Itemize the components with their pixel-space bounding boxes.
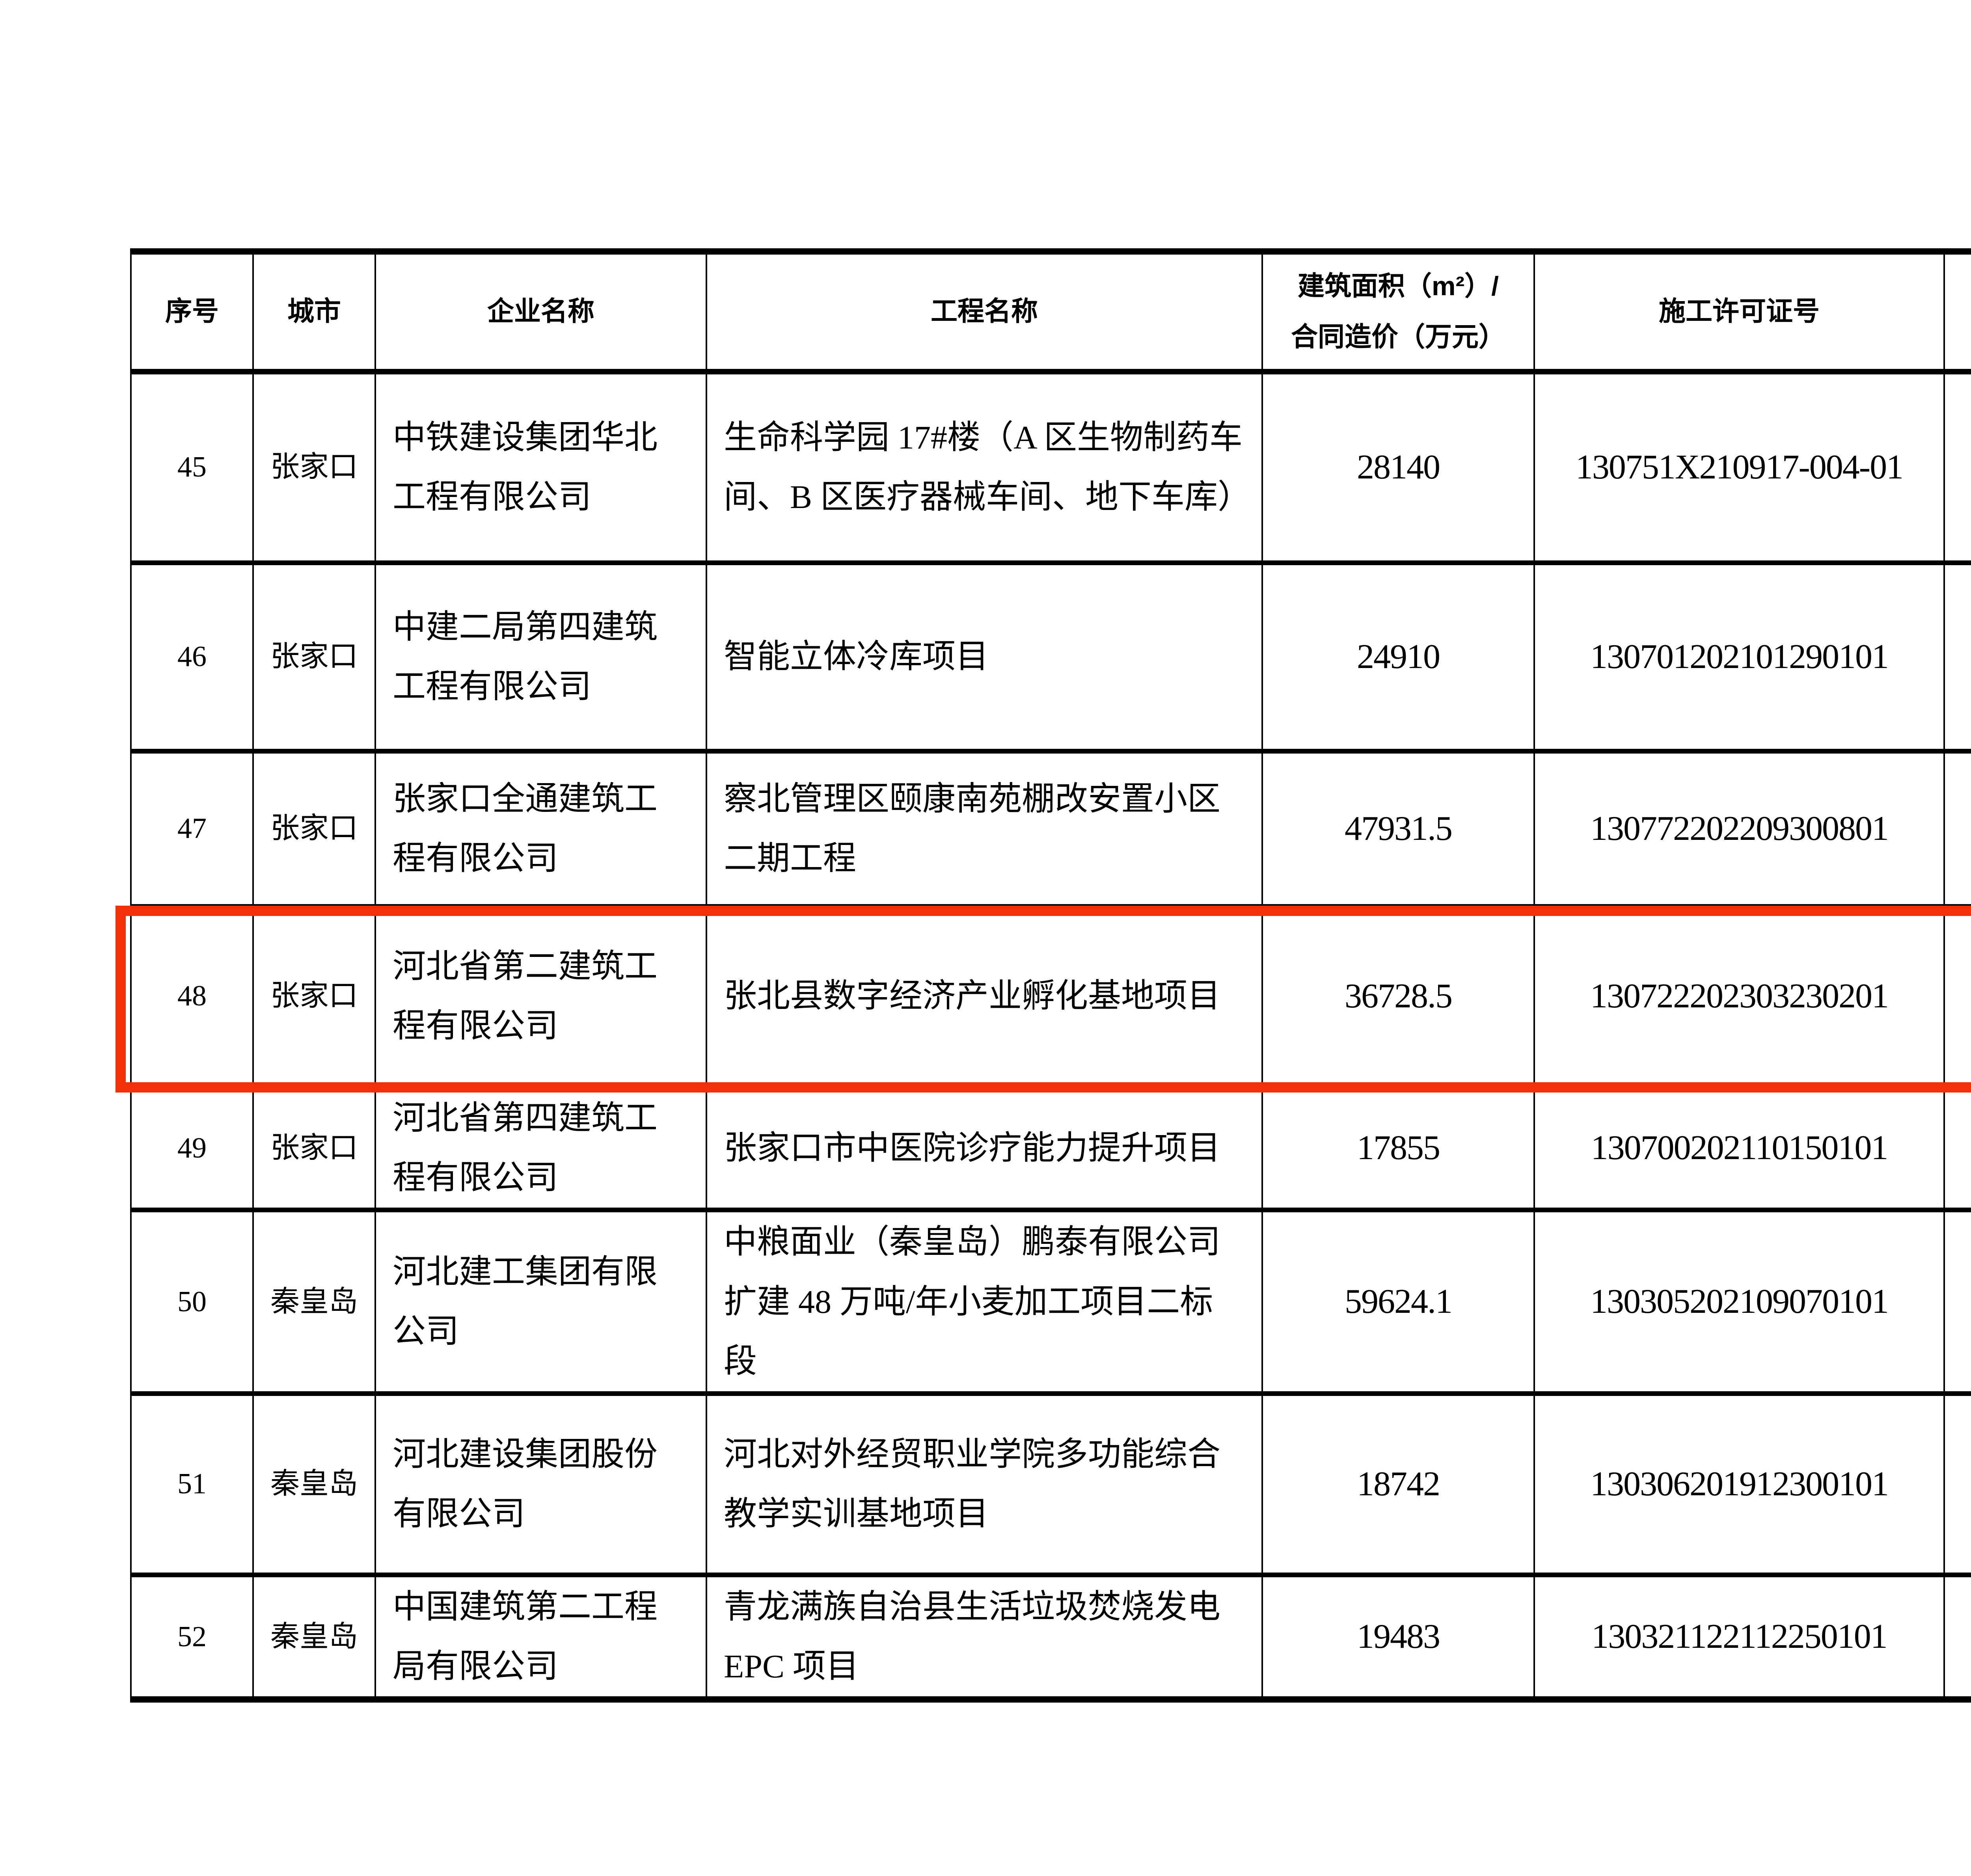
manager-cell: 王志清: [1943, 749, 1971, 909]
project-cell: 张北县数字经济产业孵化基地项目: [706, 904, 1263, 1089]
company-cell: 中铁建设集团华北工程有限公司: [374, 369, 707, 565]
project-cell: 张家口市中医院诊疗能力提升项目: [706, 1083, 1263, 1213]
area-cell: 47931.5: [1261, 749, 1535, 909]
serial-cell: 50: [130, 1208, 254, 1396]
company-cell: 中建二局第四建筑工程有限公司: [374, 560, 707, 754]
area-cell: 19483: [1261, 1572, 1535, 1703]
company-cell: 河北建设集团股份有限公司: [374, 1391, 707, 1577]
area-cell: 17855: [1261, 1083, 1535, 1213]
company-cell: 河北省第二建筑工程有限公司: [374, 904, 707, 1089]
manager-cell: 刘延如: [1943, 560, 1971, 754]
serial-cell: 49: [130, 1083, 254, 1213]
company-cell: 河北建工集团有限公司: [374, 1208, 707, 1396]
column-header-city: 城市: [252, 248, 376, 374]
permit-cell: 130751X210917-004-01: [1533, 369, 1945, 565]
permit-cell: 130700202110150101: [1533, 1083, 1945, 1213]
city-cell: 张家口: [252, 369, 376, 565]
company-cell: 中国建筑第二工程局有限公司: [374, 1572, 707, 1703]
table-row: 49 张家口 河北省第四建筑工程有限公司 张家口市中医院诊疗能力提升项目 178…: [130, 1083, 1971, 1213]
city-cell: 张家口: [252, 560, 376, 754]
serial-cell: 46: [130, 560, 254, 754]
project-cell: 生命科学园 17#楼（A 区生物制药车间、B 区医疗器械车间、地下车库）: [706, 369, 1263, 565]
manager-cell: 陈 宇: [1943, 369, 1971, 565]
column-header-permit: 施工许可证号: [1533, 248, 1945, 374]
manager-cell: 姚俊华: [1943, 1208, 1971, 1396]
serial-cell: 45: [130, 369, 254, 565]
city-cell: 张家口: [252, 749, 376, 909]
serial-cell: 47: [130, 749, 254, 909]
project-cell: 中粮面业（秦皇岛）鹏泰有限公司扩建 48 万吨/年小麦加工项目二标段: [706, 1208, 1263, 1396]
table-row: 52 秦皇岛 中国建筑第二工程局有限公司 青龙满族自治县生活垃圾焚烧发电 EPC…: [130, 1572, 1971, 1703]
column-header-manager: 项目 经理: [1943, 248, 1971, 374]
manager-cell: 樊凯君: [1943, 1572, 1971, 1703]
project-cell: 河北对外经贸职业学院多功能综合教学实训基地项目: [706, 1391, 1263, 1577]
permit-cell: 130722202303230201: [1533, 904, 1945, 1089]
area-cell: 36728.5: [1261, 904, 1535, 1089]
permit-cell: 130321122112250101: [1533, 1572, 1945, 1703]
project-cell: 察北管理区颐康南苑棚改安置小区二期工程: [706, 749, 1263, 909]
construction-projects-table: 序号 城市 企业名称 工程名称 建筑面积（m²）/ 合同造价（万元） 施工许可证…: [130, 248, 1971, 1703]
permit-cell: 130306201912300101: [1533, 1391, 1945, 1577]
table-row: 46 张家口 中建二局第四建筑工程有限公司 智能立体冷库项目 24910 130…: [130, 560, 1971, 754]
table-row: 51 秦皇岛 河北建设集团股份有限公司 河北对外经贸职业学院多功能综合教学实训基…: [130, 1391, 1971, 1577]
column-header-company: 企业名称: [374, 248, 707, 374]
column-header-area-cost: 建筑面积（m²）/ 合同造价（万元）: [1261, 248, 1535, 374]
permit-cell: 130305202109070101: [1533, 1208, 1945, 1396]
project-cell: 青龙满族自治县生活垃圾焚烧发电 EPC 项目: [706, 1572, 1263, 1703]
city-cell: 张家口: [252, 1083, 376, 1213]
permit-cell: 130701202101290101: [1533, 560, 1945, 754]
table-row: 47 张家口 张家口全通建筑工程有限公司 察北管理区颐康南苑棚改安置小区二期工程…: [130, 749, 1971, 909]
permit-cell: 130772202209300801: [1533, 749, 1945, 909]
city-cell: 张家口: [252, 904, 376, 1089]
company-cell: 张家口全通建筑工程有限公司: [374, 749, 707, 909]
column-header-project: 工程名称: [706, 248, 1263, 374]
serial-cell: 51: [130, 1391, 254, 1577]
serial-cell: 52: [130, 1572, 254, 1703]
company-cell: 河北省第四建筑工程有限公司: [374, 1083, 707, 1213]
table-header-row: 序号 城市 企业名称 工程名称 建筑面积（m²）/ 合同造价（万元） 施工许可证…: [130, 248, 1971, 374]
city-cell: 秦皇岛: [252, 1208, 376, 1396]
area-cell: 28140: [1261, 369, 1535, 565]
area-cell: 18742: [1261, 1391, 1535, 1577]
area-cell: 59624.1: [1261, 1208, 1535, 1396]
city-cell: 秦皇岛: [252, 1391, 376, 1577]
table-row: 45 张家口 中铁建设集团华北工程有限公司 生命科学园 17#楼（A 区生物制药…: [130, 369, 1971, 565]
city-cell: 秦皇岛: [252, 1572, 376, 1703]
table-row-highlighted: 48 张家口 河北省第二建筑工程有限公司 张北县数字经济产业孵化基地项目 367…: [130, 904, 1971, 1089]
column-header-serial: 序号: [130, 248, 254, 374]
manager-cell: 刘若飞: [1943, 1083, 1971, 1213]
table-row: 50 秦皇岛 河北建工集团有限公司 中粮面业（秦皇岛）鹏泰有限公司扩建 48 万…: [130, 1208, 1971, 1396]
serial-cell: 48: [130, 904, 254, 1089]
manager-cell: 高稳涛: [1943, 1391, 1971, 1577]
area-cell: 24910: [1261, 560, 1535, 754]
manager-cell: 陈 娜: [1943, 904, 1971, 1089]
project-cell: 智能立体冷库项目: [706, 560, 1263, 754]
